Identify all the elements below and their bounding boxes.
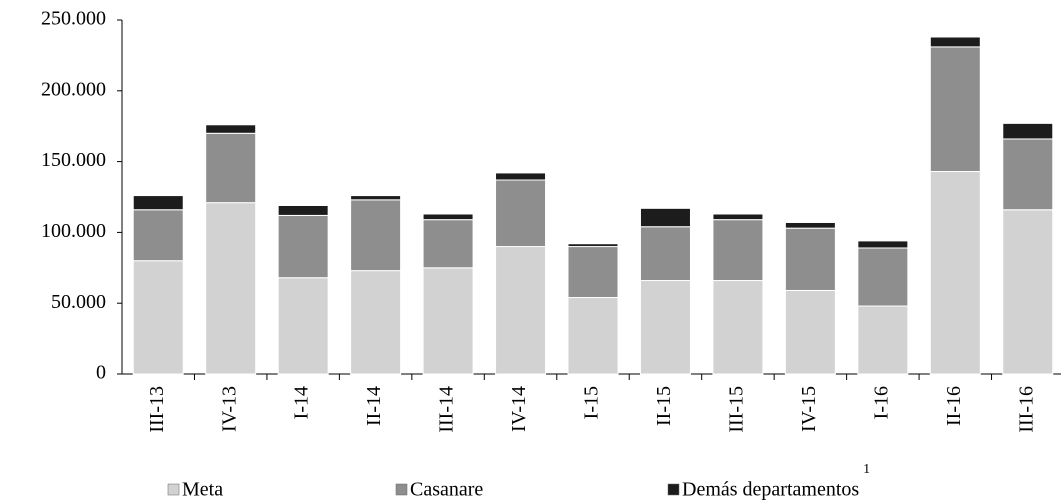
bar-segment: [712, 213, 764, 221]
bar-segment: [350, 195, 402, 201]
bar-segment: [639, 280, 691, 375]
x-tick-label: IV-13: [218, 386, 240, 432]
legend-swatch: [167, 483, 180, 496]
bar-segment: [857, 305, 909, 375]
legend-label: Casanare: [410, 479, 483, 501]
bar-segment: [132, 195, 184, 211]
bar-segment: [350, 270, 402, 375]
bar-segment: [277, 277, 329, 375]
bar-segment: [929, 171, 981, 375]
legend-item: Casanare: [395, 479, 483, 501]
y-tick-label: 150.000: [41, 149, 106, 171]
legend-swatch: [667, 483, 680, 496]
y-tick-label: 200.000: [41, 78, 106, 100]
bar-segment: [350, 199, 402, 272]
bar-segment: [567, 243, 619, 248]
bar-segment: [132, 209, 184, 262]
bar-segment: [784, 221, 836, 229]
bar-segment: [205, 132, 257, 204]
bar-segment: [422, 219, 474, 269]
bar-segment: [1002, 209, 1054, 375]
bar-segment: [712, 219, 764, 282]
bar-segment: [567, 246, 619, 299]
legend-item: Demás departamentos: [667, 479, 859, 501]
x-tick-label: I-14: [291, 386, 313, 419]
bar-segment: [857, 240, 909, 249]
bar-segment: [495, 179, 547, 248]
bar-segment: [422, 267, 474, 375]
x-tick-label: I-16: [870, 386, 892, 419]
bar-segment: [277, 214, 329, 279]
bar-segment: [205, 124, 257, 134]
bar-segment: [132, 260, 184, 375]
legend-label: Demás departamentos: [682, 479, 859, 501]
bar-segment: [712, 280, 764, 375]
bar-segment: [784, 227, 836, 291]
legend-item: Meta: [167, 479, 223, 501]
legend-swatch: [395, 483, 408, 496]
x-tick-label: II-15: [653, 386, 675, 426]
x-tick-label: III-14: [436, 386, 458, 433]
x-tick-label: IV-14: [508, 386, 530, 432]
bar-segment: [784, 289, 836, 375]
bar-segment: [929, 46, 981, 173]
y-tick-label: 100.000: [41, 220, 106, 242]
x-tick-label: II-14: [363, 386, 385, 426]
bar-segment: [277, 204, 329, 216]
y-tick-label: 50.000: [51, 291, 106, 313]
bar-segment: [1002, 138, 1054, 211]
bar-segment: [639, 207, 691, 228]
bar-segment: [422, 213, 474, 221]
x-tick-label: IV-15: [798, 386, 820, 432]
bar-segment: [567, 297, 619, 375]
x-tick-label: III-15: [726, 386, 748, 433]
x-tick-label: II-16: [943, 386, 965, 426]
x-tick-label: III-16: [1015, 386, 1037, 433]
bar-segment: [857, 247, 909, 307]
bar-segment: [639, 226, 691, 282]
bar-segment: [1002, 122, 1054, 140]
legend-footnote: 1: [863, 462, 870, 477]
y-tick-label: 0: [96, 362, 106, 384]
bar-segment: [929, 36, 981, 48]
bar-segment: [495, 246, 547, 375]
bar-segment: [205, 202, 257, 375]
bar-segment: [495, 172, 547, 181]
legend-label: Meta: [182, 479, 223, 501]
x-tick-label: III-13: [146, 386, 168, 433]
y-tick-label: 250.000: [41, 8, 106, 30]
x-tick-label: I-15: [581, 386, 603, 419]
